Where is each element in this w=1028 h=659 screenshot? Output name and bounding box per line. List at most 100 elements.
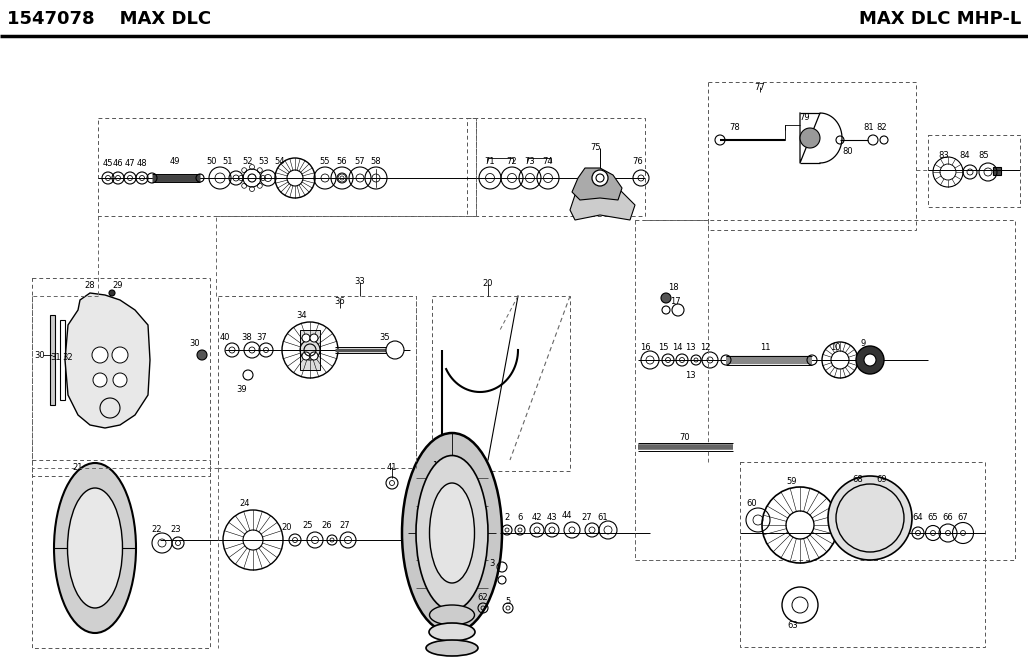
Text: 62: 62 bbox=[478, 594, 488, 602]
Circle shape bbox=[856, 346, 884, 374]
Text: 15: 15 bbox=[658, 343, 668, 351]
Text: 33: 33 bbox=[355, 277, 365, 287]
Circle shape bbox=[93, 373, 107, 387]
Text: 57: 57 bbox=[355, 158, 365, 167]
Ellipse shape bbox=[402, 433, 502, 633]
Text: 25: 25 bbox=[303, 521, 314, 530]
Text: 43: 43 bbox=[547, 513, 557, 523]
Text: 32: 32 bbox=[63, 353, 73, 362]
Text: 82: 82 bbox=[877, 123, 887, 132]
Circle shape bbox=[310, 334, 318, 342]
Text: 14: 14 bbox=[671, 343, 683, 351]
Text: 49: 49 bbox=[170, 158, 180, 167]
Circle shape bbox=[112, 347, 128, 363]
Circle shape bbox=[302, 334, 310, 342]
Text: 23: 23 bbox=[171, 525, 181, 534]
Bar bbox=[300, 330, 320, 370]
Text: 65: 65 bbox=[927, 513, 939, 521]
Text: 42: 42 bbox=[531, 513, 542, 523]
Ellipse shape bbox=[68, 488, 122, 608]
Ellipse shape bbox=[416, 455, 488, 610]
Text: 28: 28 bbox=[84, 281, 96, 289]
Text: 58: 58 bbox=[371, 158, 381, 167]
Text: 44: 44 bbox=[561, 511, 573, 521]
Text: 11: 11 bbox=[760, 343, 770, 351]
Text: 79: 79 bbox=[800, 113, 810, 121]
Text: 38: 38 bbox=[242, 333, 253, 341]
Circle shape bbox=[197, 350, 207, 360]
Text: 81: 81 bbox=[864, 123, 874, 132]
Bar bbox=[50, 315, 56, 405]
Circle shape bbox=[310, 352, 318, 360]
Ellipse shape bbox=[430, 483, 475, 583]
Circle shape bbox=[386, 341, 404, 359]
Text: 3: 3 bbox=[489, 558, 494, 567]
Text: 41: 41 bbox=[387, 463, 397, 471]
Polygon shape bbox=[572, 168, 622, 200]
Text: 19: 19 bbox=[432, 461, 442, 469]
Circle shape bbox=[661, 293, 671, 303]
Text: 1547078    MAX DLC: 1547078 MAX DLC bbox=[7, 10, 211, 28]
Text: 39: 39 bbox=[236, 386, 248, 395]
Text: 36: 36 bbox=[335, 297, 345, 306]
Text: 9: 9 bbox=[860, 339, 866, 349]
Text: 71: 71 bbox=[484, 158, 495, 167]
Bar bbox=[635, 220, 1015, 560]
Text: 67: 67 bbox=[958, 513, 968, 521]
Text: 10: 10 bbox=[830, 343, 840, 351]
Text: 27: 27 bbox=[582, 513, 592, 521]
Text: 76: 76 bbox=[632, 158, 644, 167]
Text: 59: 59 bbox=[786, 478, 798, 486]
Bar bbox=[88, 316, 126, 346]
Text: 63: 63 bbox=[787, 621, 799, 629]
Ellipse shape bbox=[430, 605, 475, 625]
Text: 51: 51 bbox=[223, 158, 233, 167]
Text: 12: 12 bbox=[700, 343, 710, 351]
Circle shape bbox=[302, 352, 310, 360]
Text: 50: 50 bbox=[207, 158, 217, 167]
Text: 55: 55 bbox=[320, 158, 330, 167]
Text: 48: 48 bbox=[137, 159, 147, 167]
Circle shape bbox=[800, 128, 820, 148]
Text: 72: 72 bbox=[507, 158, 517, 167]
Text: 40: 40 bbox=[220, 333, 230, 341]
Text: 31: 31 bbox=[50, 353, 62, 362]
Text: 5: 5 bbox=[506, 598, 511, 606]
Text: 78: 78 bbox=[730, 123, 740, 132]
Polygon shape bbox=[570, 180, 635, 220]
Text: 84: 84 bbox=[960, 150, 970, 159]
Text: 66: 66 bbox=[943, 513, 953, 521]
Text: 53: 53 bbox=[259, 158, 269, 167]
Text: 46: 46 bbox=[113, 159, 123, 167]
Text: 74: 74 bbox=[543, 158, 553, 167]
Text: 54: 54 bbox=[274, 158, 285, 167]
Text: 8: 8 bbox=[435, 608, 441, 617]
Ellipse shape bbox=[429, 623, 475, 641]
Text: 70: 70 bbox=[680, 434, 691, 442]
Text: 2: 2 bbox=[505, 513, 510, 523]
Text: 64: 64 bbox=[913, 513, 923, 521]
Bar bbox=[432, 296, 570, 471]
Circle shape bbox=[592, 170, 608, 186]
Circle shape bbox=[828, 476, 912, 560]
Text: 77: 77 bbox=[755, 82, 766, 92]
Text: 30: 30 bbox=[35, 351, 45, 360]
Text: 16: 16 bbox=[639, 343, 651, 351]
Text: 37: 37 bbox=[257, 333, 267, 341]
Bar bbox=[467, 118, 645, 216]
Circle shape bbox=[113, 373, 127, 387]
Ellipse shape bbox=[426, 640, 478, 656]
Bar bbox=[32, 460, 210, 648]
Text: 26: 26 bbox=[322, 521, 332, 530]
Text: 13: 13 bbox=[685, 370, 695, 380]
Text: 29: 29 bbox=[113, 281, 123, 289]
Text: 56: 56 bbox=[337, 158, 347, 167]
Text: 30: 30 bbox=[190, 339, 200, 347]
Text: 24: 24 bbox=[240, 498, 250, 507]
Ellipse shape bbox=[54, 463, 136, 633]
Text: 85: 85 bbox=[979, 150, 989, 159]
Text: 83: 83 bbox=[939, 150, 950, 159]
Text: 22: 22 bbox=[152, 525, 162, 534]
Text: 13: 13 bbox=[685, 343, 695, 351]
Circle shape bbox=[864, 354, 876, 366]
